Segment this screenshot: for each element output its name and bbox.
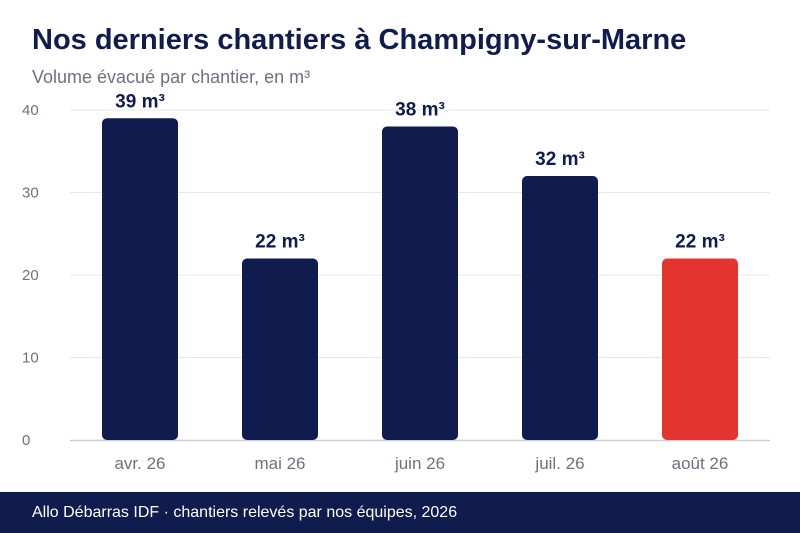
bar-value-label: 38 m³ xyxy=(395,100,445,121)
y-tick-label: 40 xyxy=(22,102,39,119)
bar xyxy=(522,176,598,440)
y-tick-label: 0 xyxy=(22,432,30,449)
chart-title: Nos derniers chantiers à Champigny-sur-M… xyxy=(32,24,687,56)
y-tick-label: 10 xyxy=(22,350,39,367)
bar xyxy=(242,258,318,440)
footer-bar: Allo Débarras IDF · chantiers relevés pa… xyxy=(0,492,800,533)
bar-chart: 0 10 20 30 40 39 m³ avr. 26 22 m³ mai 26 38 m³ jui… xyxy=(22,91,770,473)
bar-value-label: 32 m³ xyxy=(535,149,585,170)
bar-value-label: 22 m³ xyxy=(675,232,725,253)
bar xyxy=(662,258,738,440)
x-tick-label: août 26 xyxy=(672,454,729,473)
y-tick-label: 20 xyxy=(22,267,39,284)
x-tick-label: mai 26 xyxy=(254,454,305,473)
bar xyxy=(382,126,458,440)
x-tick-label: avr. 26 xyxy=(114,454,165,473)
x-tick-label: juil. 26 xyxy=(534,454,584,473)
bar-value-label: 22 m³ xyxy=(255,232,305,253)
bar xyxy=(102,118,178,440)
chart-subtitle: Volume évacué par chantier, en m³ xyxy=(32,67,311,87)
bar-value-label: 39 m³ xyxy=(115,91,165,112)
footer-source: Allo Débarras IDF · chantiers relevés pa… xyxy=(32,504,458,521)
x-tick-label: juin 26 xyxy=(394,454,445,473)
y-tick-label: 30 xyxy=(22,185,39,202)
